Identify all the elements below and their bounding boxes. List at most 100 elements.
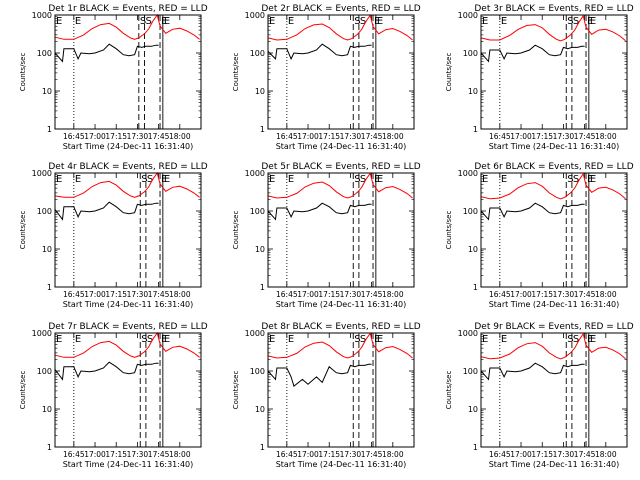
x-tick-label: 17:00 xyxy=(510,290,532,299)
x-tick-label: 17:15 xyxy=(318,290,340,299)
events-series-line xyxy=(267,363,372,387)
y-tick-label: 10 xyxy=(255,405,265,414)
y-tick-label: 10 xyxy=(468,245,478,254)
y-tick-label: 10 xyxy=(468,87,478,96)
event-marker-label: S xyxy=(147,334,153,345)
x-tick-label: 16:45 xyxy=(276,450,298,459)
y-tick-label: 100 xyxy=(37,207,52,216)
panel-8: Det 8r BLACK = Events, RED = LLD Counts/s… xyxy=(232,322,421,469)
lld-series-line xyxy=(54,171,200,198)
events-series-line xyxy=(54,201,159,221)
event-marker-label: E xyxy=(501,16,507,27)
event-marker-label: S xyxy=(567,174,573,185)
lld-series-line xyxy=(54,331,200,358)
x-tick-label: 17:00 xyxy=(510,450,532,459)
start-marker-label: E xyxy=(56,334,62,345)
x-tick-label: 16:45 xyxy=(276,132,298,141)
x-tick-label: 17:00 xyxy=(297,132,319,141)
x-tick-label: 17:00 xyxy=(510,132,532,141)
x-axis-label: Start Time (24-Dec-11 16:31:40) xyxy=(489,460,620,469)
y-axis-label: Counts/sec xyxy=(19,53,27,92)
lld-series-line xyxy=(267,172,413,199)
x-tick-label: 18:00 xyxy=(169,290,191,299)
event-marker-label: E xyxy=(501,174,507,185)
y-tick-label: 1000 xyxy=(32,329,52,338)
event-marker-label: E xyxy=(587,174,593,185)
x-tick-label: 18:00 xyxy=(595,290,617,299)
y-tick-label: 1 xyxy=(47,283,52,292)
x-tick-label: 16:45 xyxy=(63,132,85,141)
panel-title: Det 1r BLACK = Events, RED = LLD xyxy=(48,4,207,14)
x-axis-label: Start Time (24-Dec-11 16:31:40) xyxy=(63,460,194,469)
events-series-line xyxy=(480,362,585,381)
x-tick-label: 18:00 xyxy=(169,132,191,141)
x-tick-label: 17:00 xyxy=(84,132,106,141)
x-tick-label: 17:00 xyxy=(297,450,319,459)
plot-frame xyxy=(267,172,415,288)
y-tick-label: 1000 xyxy=(245,169,265,178)
event-marker-label: S xyxy=(573,334,579,345)
y-axis-label: Counts/sec xyxy=(232,371,240,410)
event-marker-label: E xyxy=(377,334,383,345)
x-tick-label: 18:00 xyxy=(382,290,404,299)
x-tick-label: 17:15 xyxy=(105,132,127,141)
lld-series-line xyxy=(54,13,200,40)
event-marker-label: S xyxy=(147,174,153,185)
plot-frame xyxy=(267,14,415,130)
event-marker-label: E xyxy=(377,174,383,185)
events-series-line xyxy=(480,202,585,221)
event-marker-label: S xyxy=(354,174,360,185)
event-marker-label: S xyxy=(567,334,573,345)
event-marker-label: E xyxy=(161,16,167,27)
event-marker-label: E xyxy=(377,16,383,27)
x-tick-label: 17:45 xyxy=(574,132,596,141)
plot-frame xyxy=(480,332,628,448)
x-tick-label: 17:30 xyxy=(340,450,362,459)
event-marker-label: E xyxy=(501,334,507,345)
x-tick-label: 17:15 xyxy=(531,290,553,299)
x-axis-label: Start Time (24-Dec-11 16:31:40) xyxy=(63,300,194,309)
panel-title: Det 9r BLACK = Events, RED = LLD xyxy=(474,322,633,332)
x-tick-label: 18:00 xyxy=(595,132,617,141)
start-marker-label: E xyxy=(56,174,62,185)
x-tick-label: 17:45 xyxy=(574,450,596,459)
x-tick-label: 16:45 xyxy=(63,290,85,299)
y-tick-label: 1000 xyxy=(458,169,478,178)
y-axis-label: Counts/sec xyxy=(232,211,240,250)
x-tick-label: 17:30 xyxy=(553,450,575,459)
start-marker-label: E xyxy=(482,174,488,185)
panel-7: Det 7r BLACK = Events, RED = LLD Counts/s… xyxy=(19,322,208,469)
y-tick-label: 1000 xyxy=(458,329,478,338)
x-tick-label: 16:45 xyxy=(489,290,511,299)
x-tick-label: 17:15 xyxy=(318,450,340,459)
x-tick-label: 17:15 xyxy=(318,132,340,141)
x-tick-label: 17:45 xyxy=(361,290,383,299)
event-marker-label: E xyxy=(161,334,167,345)
y-axis-label: Counts/sec xyxy=(19,371,27,410)
event-marker-label: S xyxy=(567,16,573,27)
y-tick-label: 10 xyxy=(42,405,52,414)
panel-2: Det 2r BLACK = Events, RED = LLD Counts/s… xyxy=(232,4,421,151)
x-tick-label: 17:45 xyxy=(148,450,170,459)
x-tick-label: 17:00 xyxy=(84,290,106,299)
x-tick-label: 18:00 xyxy=(382,132,404,141)
start-marker-label: E xyxy=(56,16,62,27)
event-marker-label: E xyxy=(374,334,380,345)
event-marker-label: S xyxy=(141,334,147,345)
x-tick-label: 18:00 xyxy=(595,450,617,459)
x-tick-label: 17:45 xyxy=(574,290,596,299)
event-marker-label: E xyxy=(288,334,294,345)
y-tick-label: 1 xyxy=(47,125,52,134)
y-axis-label: Counts/sec xyxy=(232,53,240,92)
event-marker-label: S xyxy=(573,16,579,27)
plot-frame xyxy=(54,172,202,288)
plot-frame xyxy=(54,332,202,448)
y-tick-label: 1 xyxy=(473,283,478,292)
panel-3: Det 3r BLACK = Events, RED = LLD Counts/s… xyxy=(445,4,634,151)
event-marker-label: E xyxy=(164,16,170,27)
panel-9: Det 9r BLACK = Events, RED = LLD Counts/s… xyxy=(445,322,634,469)
lld-series-line xyxy=(267,332,413,359)
y-tick-label: 1 xyxy=(260,443,265,452)
y-tick-label: 100 xyxy=(250,49,265,58)
y-axis-label: Counts/sec xyxy=(445,53,453,92)
